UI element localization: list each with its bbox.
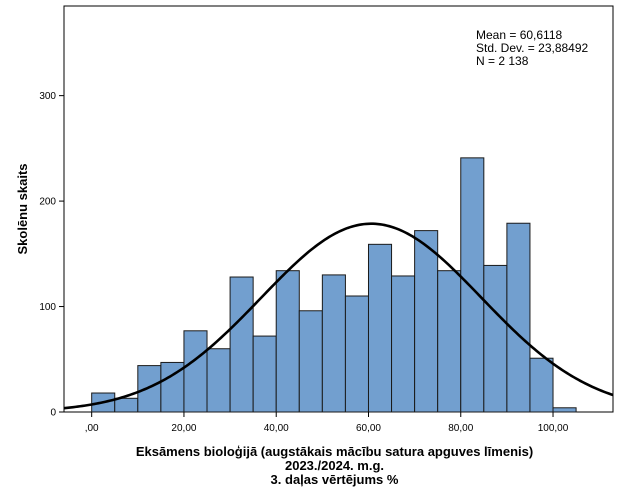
histogram-bar xyxy=(321,274,346,413)
histogram-bar xyxy=(114,397,139,413)
x-tick-label: 80,00 xyxy=(448,423,473,434)
histogram-bar xyxy=(229,276,254,413)
histogram-bar xyxy=(206,348,231,413)
histogram-bar xyxy=(391,275,416,413)
x-axis-title: Eksāmens bioloģijā (augstākais mācību sa… xyxy=(136,444,533,487)
y-tick-label: 100 xyxy=(39,302,56,313)
stat-line: Mean = 60,6118 xyxy=(476,28,563,42)
x-tick-label: ,00 xyxy=(85,423,99,434)
normal-curve xyxy=(63,222,614,410)
stat-line: Std. Dev. = 23,88492 xyxy=(476,41,589,55)
histogram-bar xyxy=(183,330,208,413)
x-axis-ticks: ,00 20,00 40,00 60,00 80,00 100,00 xyxy=(85,412,569,434)
x-axis-title-line: Eksāmens bioloģijā (augstākais mācību sa… xyxy=(136,444,533,459)
histogram-bars xyxy=(91,157,577,413)
x-tick-label: 20,00 xyxy=(171,423,196,434)
histogram-bar xyxy=(460,157,485,413)
y-tick-label: 300 xyxy=(39,91,56,102)
histogram-bar xyxy=(298,310,323,413)
histogram-bar xyxy=(275,270,300,413)
histogram-bar xyxy=(506,222,531,413)
histogram-bar xyxy=(437,270,462,413)
histogram-bar xyxy=(552,407,577,413)
y-axis-title: Skolēnu skaits xyxy=(15,163,30,254)
x-tick-label: 60,00 xyxy=(356,423,381,434)
y-tick-label: 200 xyxy=(39,197,56,208)
x-tick-label: 40,00 xyxy=(264,423,289,434)
histogram-bar xyxy=(529,357,554,413)
histogram-bar xyxy=(252,335,277,413)
stat-line: N = 2 138 xyxy=(476,54,529,68)
histogram-bar xyxy=(367,243,393,413)
y-axis-ticks: 0 100 200 300 xyxy=(39,91,64,419)
x-tick-label: 100,00 xyxy=(538,423,569,434)
histogram-bar xyxy=(414,230,439,413)
histogram-bar xyxy=(344,295,369,413)
y-tick-label: 0 xyxy=(50,408,56,419)
x-axis-title-line: 3. daļas vērtējums % xyxy=(271,472,399,487)
histogram-bar xyxy=(483,264,508,413)
histogram-bar xyxy=(137,365,162,413)
x-axis-title-line: 2023./2024. m.g. xyxy=(285,458,384,473)
